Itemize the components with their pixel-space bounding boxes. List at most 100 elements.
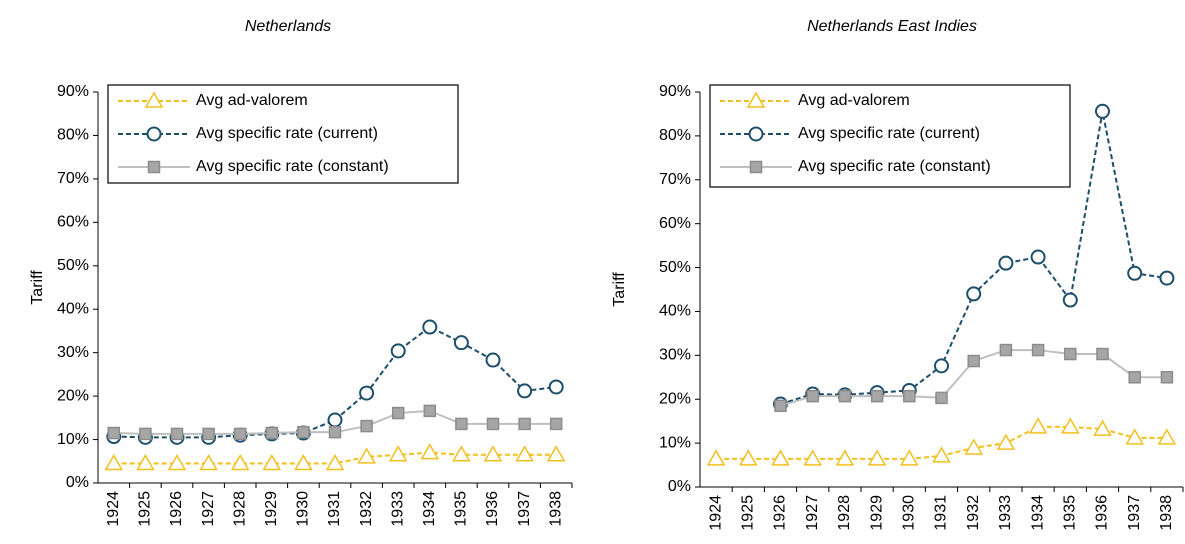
x-tick-label: 1928 xyxy=(836,495,853,531)
marker xyxy=(803,449,822,466)
x-tick-label: 1938 xyxy=(1158,495,1175,531)
x-tick-label: 1938 xyxy=(547,491,564,527)
marker xyxy=(327,412,343,428)
marker xyxy=(230,453,250,471)
marker xyxy=(749,160,763,174)
y-axis-label: Tariff xyxy=(29,270,46,305)
marker xyxy=(548,379,564,395)
x-tick-label: 1930 xyxy=(901,495,918,531)
marker xyxy=(999,343,1013,357)
x-tick-label: 1929 xyxy=(868,495,885,531)
marker xyxy=(1030,249,1046,265)
marker xyxy=(423,404,437,418)
marker xyxy=(262,453,282,471)
y-tick-label: 20% xyxy=(57,387,89,404)
series-line xyxy=(113,325,557,439)
x-tick-label: 1924 xyxy=(707,495,724,531)
marker xyxy=(139,427,152,441)
chart: Netherlands Tariff 0% 10% 20% 30% 40% 50% 60% 70%… xyxy=(29,18,573,527)
legend-label: Avg specific rate (constant) xyxy=(196,158,389,175)
marker xyxy=(996,433,1016,450)
marker xyxy=(967,354,980,368)
y-tick-label: 30% xyxy=(659,347,691,364)
marker xyxy=(1157,428,1177,445)
y-tick-label: 60% xyxy=(659,215,691,232)
chart-title: Netherlands xyxy=(245,18,331,35)
marker xyxy=(170,427,184,441)
x-tick-label: 1936 xyxy=(484,491,501,527)
x-tick-label: 1932 xyxy=(965,495,982,531)
marker xyxy=(455,417,468,431)
x-tick-label: 1936 xyxy=(1094,495,1111,531)
y-tick-label: 10% xyxy=(57,431,89,448)
y-tick-label: 80% xyxy=(659,127,691,144)
legend-label: Avg ad-valorem xyxy=(798,92,910,109)
marker xyxy=(934,358,949,374)
x-tick-label: 1932 xyxy=(358,491,375,527)
marker xyxy=(517,383,533,399)
marker xyxy=(964,438,983,455)
legend-label: Avg specific rate (current) xyxy=(798,125,980,142)
marker xyxy=(549,417,563,431)
marker xyxy=(452,445,471,462)
chart: Netherlands East Indies Tariff 0% 10% 20% 30%… xyxy=(611,18,1184,531)
y-tick-label: 20% xyxy=(659,390,691,407)
marker xyxy=(706,449,726,466)
marker xyxy=(771,449,790,466)
marker xyxy=(838,389,852,403)
marker xyxy=(739,449,758,466)
marker xyxy=(144,91,164,108)
x-tick-label: 1931 xyxy=(933,495,950,531)
x-tick-label: 1925 xyxy=(137,491,154,527)
x-tick-label: 1937 xyxy=(1126,495,1143,531)
legend-label: Avg specific rate (constant) xyxy=(798,158,991,175)
x-tick-label: 1927 xyxy=(200,491,217,527)
marker xyxy=(774,399,787,413)
marker xyxy=(1031,343,1045,357)
marker xyxy=(199,453,218,471)
marker xyxy=(422,319,438,335)
x-tick-label: 1924 xyxy=(105,491,122,527)
marker xyxy=(900,449,919,466)
marker xyxy=(357,447,376,464)
x-tick-label: 1925 xyxy=(740,495,757,531)
y-tick-label: 70% xyxy=(659,171,691,188)
marker xyxy=(998,255,1014,271)
y-tick-label: 40% xyxy=(57,300,89,317)
marker xyxy=(483,445,503,462)
marker xyxy=(294,453,313,471)
x-tick-label: 1928 xyxy=(231,491,248,527)
x-tick-label: 1934 xyxy=(421,491,438,527)
legend-label: Avg specific rate (current) xyxy=(196,125,378,142)
chart-title: Netherlands East Indies xyxy=(807,18,977,35)
marker xyxy=(453,335,469,351)
marker xyxy=(515,445,534,462)
x-tick-label: 1937 xyxy=(516,491,533,527)
y-axis-label: Tariff xyxy=(611,272,628,307)
y-tick-label: 80% xyxy=(57,127,89,144)
marker xyxy=(359,385,375,401)
marker xyxy=(932,446,951,463)
marker xyxy=(233,427,247,441)
x-tick-label: 1935 xyxy=(453,491,470,527)
y-tick-label: 30% xyxy=(57,344,89,361)
marker xyxy=(1125,428,1144,445)
y-tick-label: 60% xyxy=(57,214,89,231)
marker xyxy=(1062,292,1078,308)
x-tick-label: 1935 xyxy=(1062,495,1079,531)
marker xyxy=(265,426,279,440)
marker xyxy=(1061,417,1080,434)
x-tick-label: 1934 xyxy=(1029,495,1046,531)
marker xyxy=(390,343,406,359)
marker xyxy=(546,445,566,462)
marker xyxy=(146,126,162,142)
marker xyxy=(388,445,408,462)
marker xyxy=(1093,419,1112,436)
marker xyxy=(325,453,345,471)
y-tick-label: 40% xyxy=(659,303,691,320)
x-tick-label: 1926 xyxy=(772,495,789,531)
marker xyxy=(297,425,310,439)
marker xyxy=(104,453,124,471)
marker xyxy=(966,286,982,302)
